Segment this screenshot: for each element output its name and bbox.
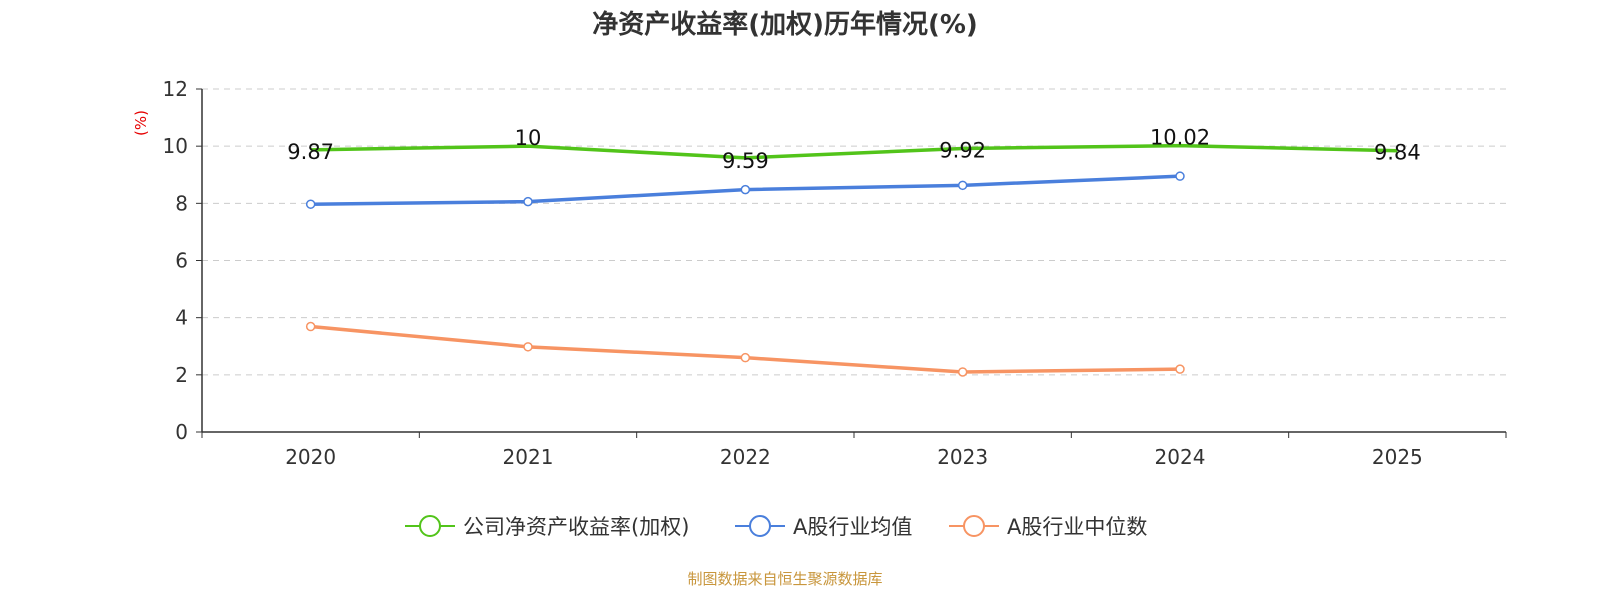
legend-circle-icon	[419, 515, 441, 537]
y-tick-label: 8	[175, 191, 188, 215]
x-tick-label: 2023	[937, 445, 988, 469]
series-line-2	[310, 324, 1181, 374]
grid-lines	[202, 88, 1506, 376]
legend-item-2[interactable]: A股行业中位数	[949, 515, 1147, 539]
y-tick-label: 12	[163, 77, 188, 101]
data-point	[957, 180, 968, 191]
series-line-0	[310, 143, 1398, 160]
y-tick-label: 4	[175, 306, 188, 330]
x-tick-label: 2022	[720, 445, 771, 469]
legend-circle-icon	[749, 515, 771, 537]
data-point	[740, 184, 751, 195]
data-point	[305, 321, 316, 332]
y-tick-label: 0	[175, 420, 188, 444]
data-point	[957, 367, 968, 377]
legend-circle-icon	[963, 515, 985, 537]
data-point	[523, 342, 533, 352]
legend-item-1[interactable]: A股行业均值	[735, 515, 912, 539]
x-tick-label: 2025	[1372, 445, 1423, 469]
y-tick-label: 2	[175, 363, 188, 387]
y-axis-label: (%)	[132, 110, 150, 136]
data-point	[523, 196, 533, 207]
data-point	[740, 352, 751, 363]
legend-label: 公司净资产收益率(加权)	[463, 515, 689, 539]
x-tick-label: 2024	[1155, 445, 1206, 469]
legend-label: A股行业中位数	[1007, 515, 1147, 539]
data-labels: 9.87 10 9.59 9.92 10.02 9.84	[287, 126, 1420, 173]
series	[305, 143, 1398, 377]
source-note: 制图数据来自恒生聚源数据库	[687, 570, 882, 588]
data-point	[305, 199, 316, 209]
data-label: 10.02	[1150, 126, 1210, 150]
data-point	[1175, 364, 1185, 374]
axes: 0 2 4 6 8 10 12 2020 2021 2022 2023 2024 2025	[163, 77, 1507, 469]
y-tick-label: 10	[163, 134, 188, 158]
data-point	[1175, 171, 1185, 181]
legend-item-0[interactable]: 公司净资产收益率(加权)	[405, 515, 689, 539]
x-tick-label: 2021	[503, 445, 554, 469]
data-label: 10	[515, 126, 542, 150]
chart-title: 净资产收益率(加权)历年情况(%)	[592, 9, 978, 40]
data-label: 9.84	[1374, 141, 1421, 165]
legend[interactable]: 公司净资产收益率(加权) A股行业均值 A股行业中位数	[405, 515, 1147, 539]
y-tick-label: 6	[175, 249, 188, 273]
data-label: 9.59	[722, 149, 769, 173]
data-label: 9.87	[287, 140, 334, 164]
x-tick-label: 2020	[285, 445, 336, 469]
legend-label: A股行业均值	[793, 515, 912, 539]
data-label: 9.92	[939, 138, 986, 162]
